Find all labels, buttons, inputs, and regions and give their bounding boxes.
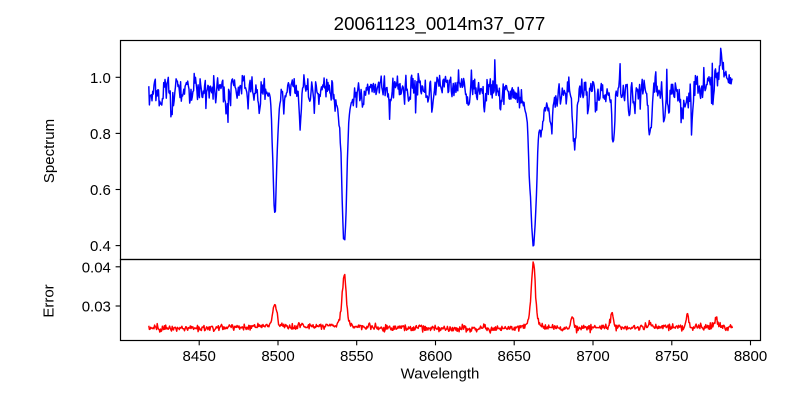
svg-text:Spectrum: Spectrum [41, 119, 58, 183]
svg-text:8600: 8600 [419, 348, 452, 365]
svg-text:0.4: 0.4 [90, 238, 111, 255]
svg-text:Error: Error [41, 284, 58, 317]
svg-text:8650: 8650 [498, 348, 531, 365]
svg-text:8450: 8450 [183, 348, 216, 365]
svg-text:0.03: 0.03 [82, 298, 111, 315]
svg-text:8800: 8800 [734, 348, 767, 365]
svg-text:8550: 8550 [340, 348, 373, 365]
svg-text:0.04: 0.04 [82, 259, 111, 276]
svg-text:20061123_0014m37_077: 20061123_0014m37_077 [334, 13, 546, 35]
svg-text:0.8: 0.8 [90, 126, 111, 143]
svg-text:8500: 8500 [261, 348, 294, 365]
svg-text:8750: 8750 [655, 348, 688, 365]
svg-text:1.0: 1.0 [90, 70, 111, 87]
svg-text:0.6: 0.6 [90, 182, 111, 199]
svg-text:8700: 8700 [576, 348, 609, 365]
svg-text:Wavelength: Wavelength [401, 366, 480, 383]
